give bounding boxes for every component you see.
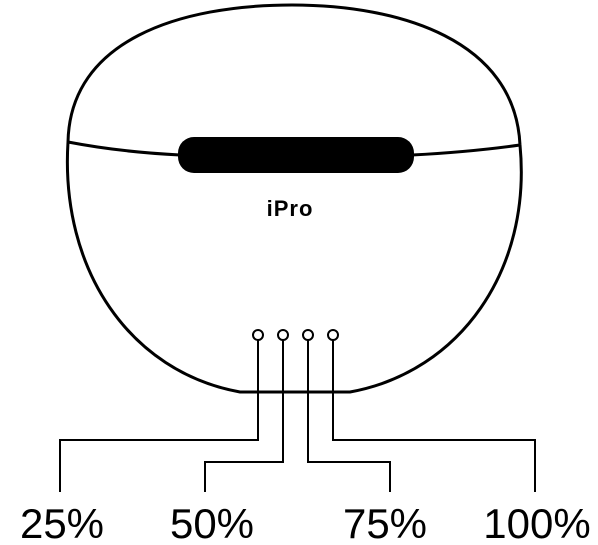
strap: [178, 137, 414, 173]
indicator-label: 50%: [170, 500, 254, 545]
indicator-label: 100%: [483, 500, 590, 545]
leds: [252, 329, 339, 341]
leader-line: [307, 340, 391, 492]
led: [327, 329, 339, 341]
brand-logo: iPro: [267, 196, 314, 221]
leader-line: [59, 340, 259, 492]
led: [252, 329, 264, 341]
leader-line: [332, 340, 536, 492]
leader-line: [204, 340, 284, 492]
case-body: [65, 141, 523, 394]
indicator-label: 25%: [20, 500, 104, 545]
indicator-label: 75%: [343, 500, 427, 545]
case-seam: [67, 140, 521, 157]
led: [302, 329, 314, 341]
led: [277, 329, 289, 341]
case-lid: [66, 3, 522, 146]
